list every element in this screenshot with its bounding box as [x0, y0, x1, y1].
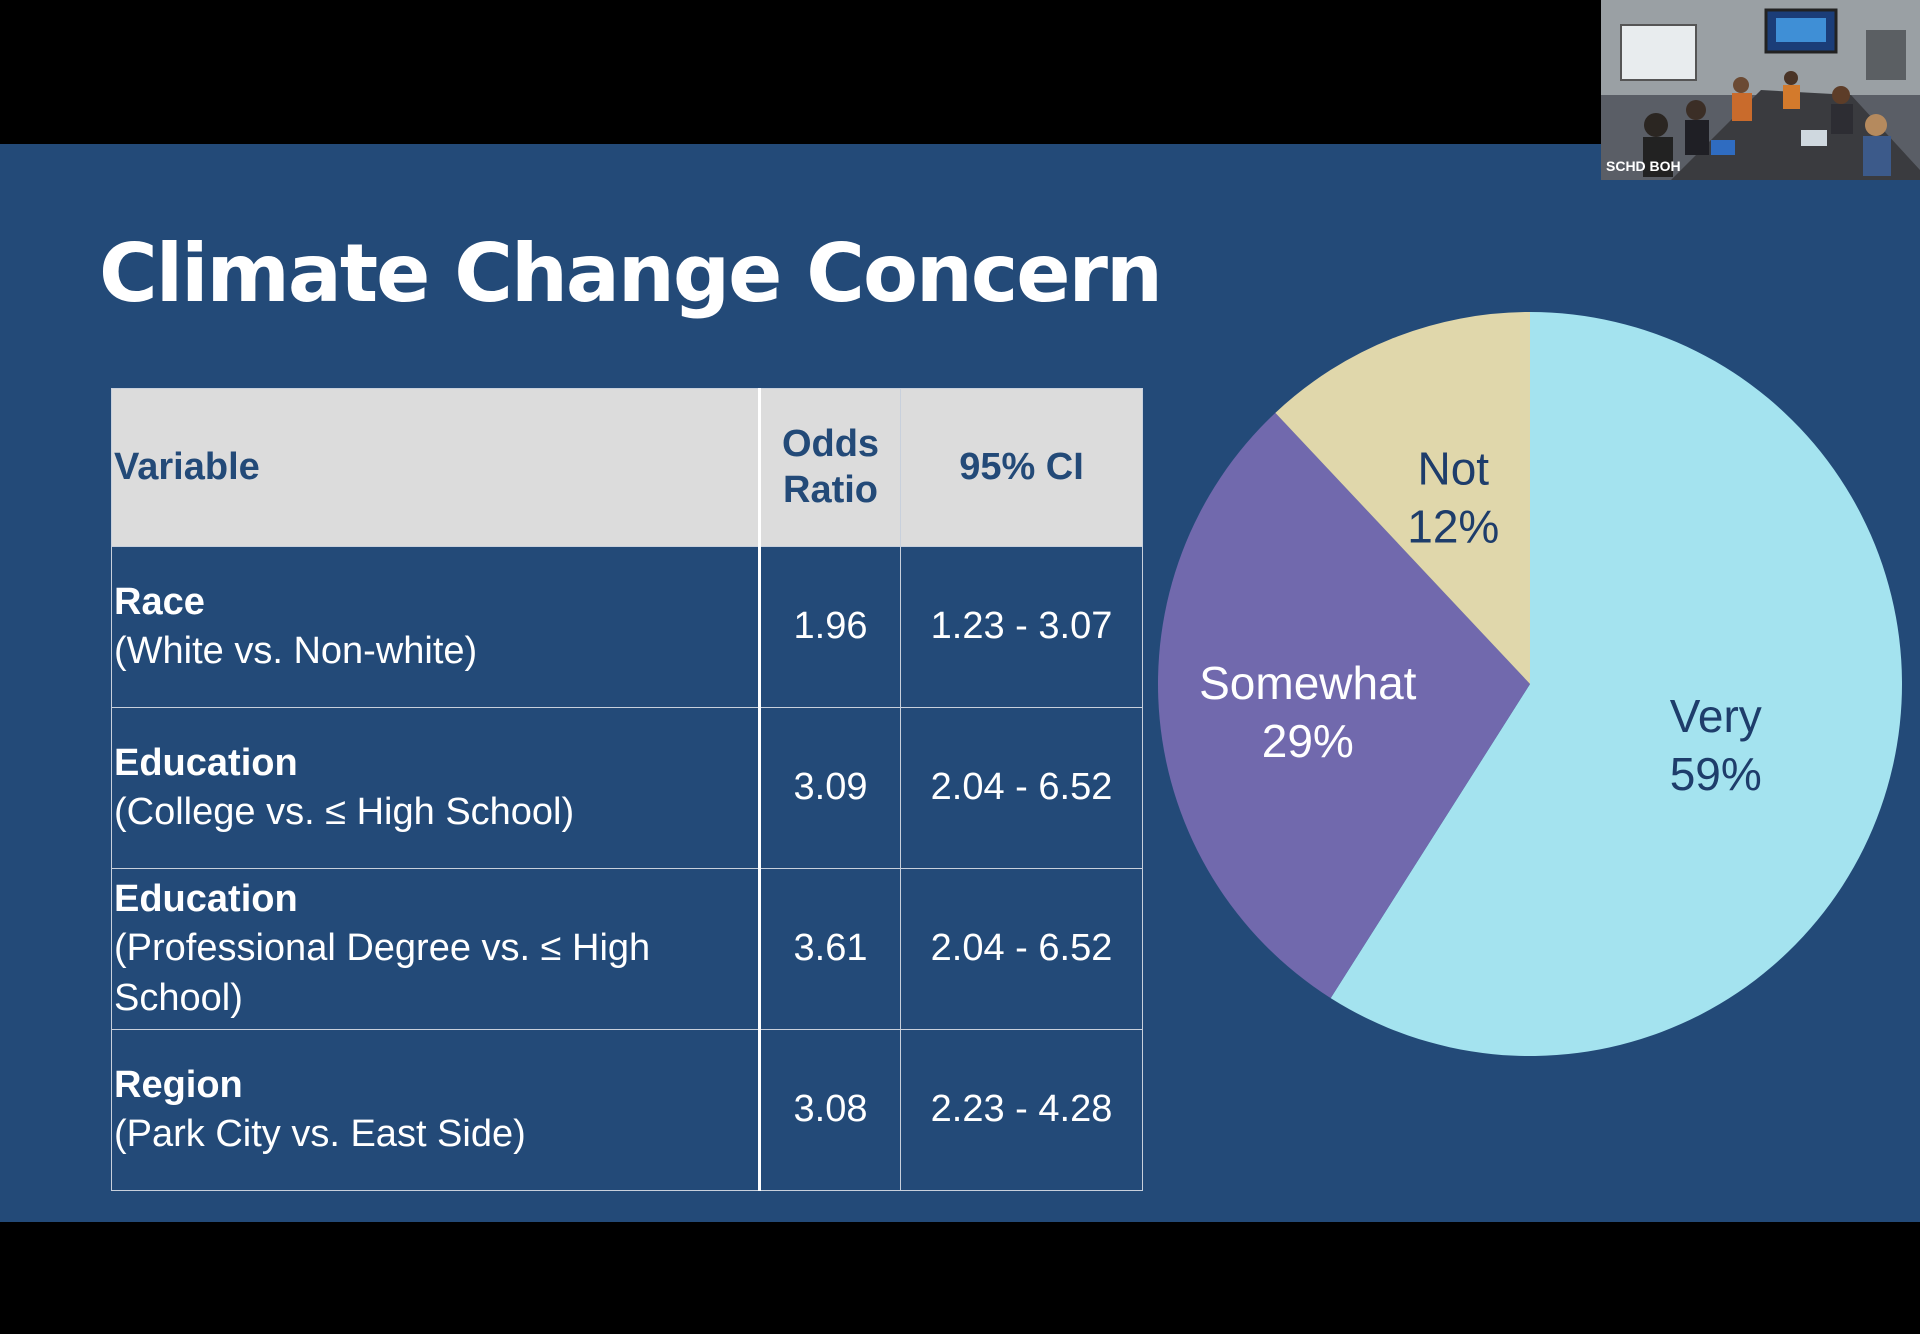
- table-row: Education (College vs. ≤ High School) 3.…: [111, 707, 1143, 869]
- table-row: Region (Park City vs. East Side) 3.08 2.…: [111, 1029, 1143, 1191]
- ci-cell: 2.23 - 4.28: [900, 1029, 1143, 1191]
- ci-cell: 2.04 - 6.52: [900, 868, 1143, 1030]
- concern-pie-chart: Very 59% Somewhat 29% Not 12%: [1158, 312, 1902, 1056]
- pie-slice-not: [1275, 312, 1530, 684]
- variable-detail: (Park City vs. East Side): [114, 1113, 526, 1155]
- slide-title: Climate Change Concern: [99, 227, 1163, 320]
- odds-ratio-cell: 3.09: [758, 707, 901, 869]
- odds-ratio-cell: 1.96: [758, 546, 901, 708]
- odds-ratio-cell: 3.08: [758, 1029, 901, 1191]
- variable-cell: Education (College vs. ≤ High School): [111, 707, 760, 869]
- table-row: Race (White vs. Non-white) 1.96 1.23 - 3…: [111, 546, 1143, 708]
- variable-detail: (White vs. Non-white): [114, 630, 478, 672]
- pie-slice-label: Somewhat: [1199, 657, 1417, 709]
- header-95-ci: 95% CI: [900, 388, 1143, 547]
- table-row: Education (Professional Degree vs. ≤ Hig…: [111, 868, 1143, 1030]
- ci-cell: 1.23 - 3.07: [900, 546, 1143, 708]
- presentation-slide: Climate Change Concern Variable Odds Rat…: [0, 144, 1920, 1222]
- variable-cell: Education (Professional Degree vs. ≤ Hig…: [111, 868, 760, 1030]
- pie-slice-value: 29%: [1262, 715, 1354, 767]
- variable-detail: (College vs. ≤ High School): [114, 791, 575, 833]
- odds-ratio-cell: 3.61: [758, 868, 901, 1030]
- variable-name: Race: [114, 580, 205, 623]
- header-odds-ratio: Odds Ratio: [758, 388, 901, 547]
- odds-ratio-table: Variable Odds Ratio 95% CI Race (White v…: [111, 388, 1143, 1191]
- pie-slice-value: 12%: [1407, 500, 1499, 552]
- pie-slice-label: Very: [1670, 690, 1762, 742]
- table-header-row: Variable Odds Ratio 95% CI: [111, 388, 1143, 547]
- variable-cell: Race (White vs. Non-white): [111, 546, 760, 708]
- participant-video-thumbnail[interactable]: SCHD BOH: [1601, 0, 1920, 180]
- meeting-room-image: [1601, 0, 1920, 180]
- participant-name-label: SCHD BOH: [1606, 158, 1681, 174]
- pie-slice-very: [1330, 312, 1902, 1056]
- pie-slice-value: 59%: [1670, 748, 1762, 800]
- variable-name: Education: [114, 877, 298, 920]
- variable-name: Education: [114, 741, 298, 784]
- pie-slice-label: Not: [1418, 442, 1490, 494]
- ci-cell: 2.04 - 6.52: [900, 707, 1143, 869]
- header-variable: Variable: [111, 388, 760, 547]
- pie-slice-somewhat: [1158, 412, 1530, 999]
- variable-name: Region: [114, 1063, 243, 1106]
- variable-cell: Region (Park City vs. East Side): [111, 1029, 760, 1191]
- variable-detail: (Professional Degree vs. ≤ High School): [114, 927, 651, 1019]
